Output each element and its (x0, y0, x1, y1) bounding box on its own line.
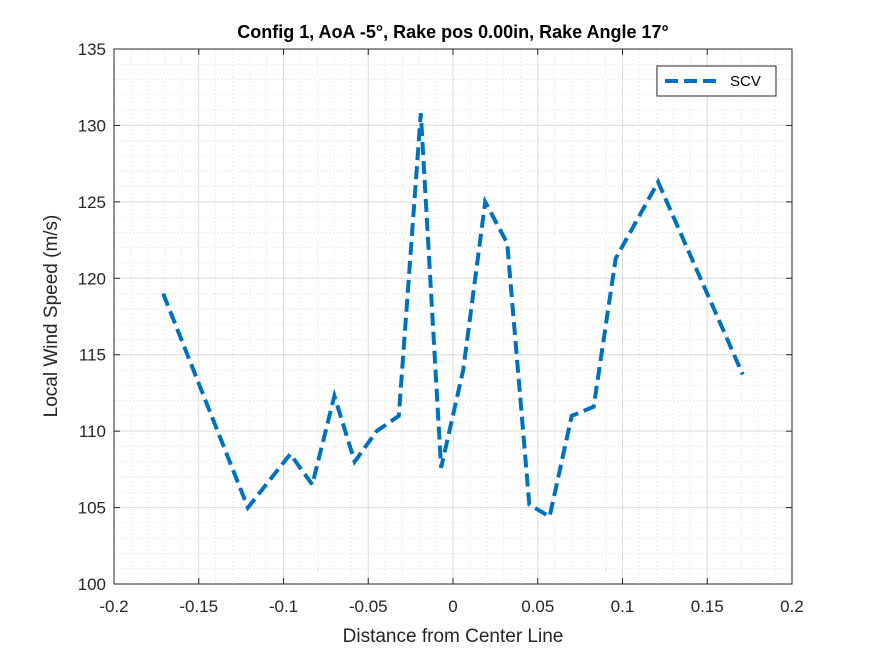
y-tick-label: 110 (79, 422, 106, 441)
x-tick-label: 0.05 (521, 597, 554, 616)
legend-label-scv: SCV (730, 73, 761, 90)
series-lines (161, 113, 745, 520)
x-axis-label: Distance from Center Line (343, 626, 564, 647)
minor-grid (114, 49, 792, 584)
y-axis-label: Local Wind Speed (m/s) (41, 215, 62, 418)
y-tick-labels: 100 105 110 115 120 125 130 135 (78, 40, 106, 594)
x-tick-label: 0.15 (691, 597, 724, 616)
y-tick-label: 130 (78, 116, 106, 135)
y-tick-label: 135 (78, 40, 106, 59)
x-tick-label: -0.15 (179, 597, 218, 616)
x-tick-label: -0.2 (99, 597, 128, 616)
series-line-scv (161, 113, 745, 520)
chart-title: Config 1, AoA -5°, Rake pos 0.00in, Rake… (237, 22, 669, 42)
y-tick-label: 100 (78, 575, 106, 594)
y-tick-label: 120 (78, 269, 106, 288)
y-tick-label: 115 (79, 346, 106, 365)
x-tick-labels: -0.2 -0.15 -0.1 -0.05 0 0.05 0.1 0.15 0.2 (99, 597, 803, 616)
x-tick-label: -0.1 (269, 597, 298, 616)
x-tick-label: -0.05 (349, 597, 388, 616)
x-tick-label: 0.2 (780, 597, 804, 616)
y-tick-label: 105 (78, 499, 106, 518)
y-tick-label: 125 (78, 193, 106, 212)
axis-ticks (113, 48, 793, 585)
legend: SCV (656, 65, 777, 97)
x-tick-label: 0 (448, 597, 457, 616)
x-tick-label: 0.1 (611, 597, 635, 616)
